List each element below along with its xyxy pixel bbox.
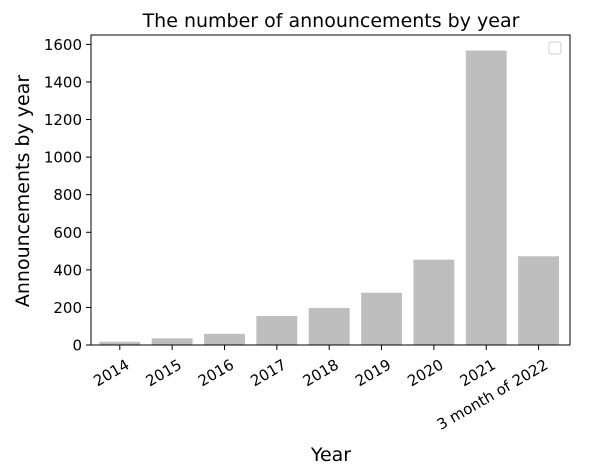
x-tick-label: 2019 [352, 356, 394, 391]
bar-2014 [98, 340, 142, 346]
bar-2021 [464, 49, 508, 346]
x-tick-label: 2017 [247, 356, 289, 391]
bars-group [98, 49, 561, 346]
y-tick-label: 1400 [44, 73, 82, 91]
y-ticks-group: 0 200 400 600 800 1000 1200 1400 1600 [44, 36, 91, 355]
x-tick-label: 2018 [300, 356, 342, 391]
axes-group [90, 34, 571, 346]
y-tick-label: 1600 [44, 36, 82, 54]
chart-title: The number of announcements by year [142, 10, 520, 32]
bar-2017 [255, 315, 299, 346]
y-tick-label: 600 [53, 224, 82, 242]
y-tick-label: 1200 [44, 111, 82, 129]
bar-2020 [412, 258, 456, 346]
legend-box [548, 41, 562, 55]
y-tick-label: 1000 [44, 149, 82, 167]
bar-2018 [307, 306, 351, 346]
x-axis-label: Year [310, 444, 351, 463]
y-tick-label: 400 [53, 261, 82, 279]
bar-2015 [150, 337, 194, 346]
x-tick-label: 2020 [404, 356, 446, 391]
y-tick-label: 200 [53, 299, 82, 317]
y-tick-label: 0 [72, 337, 82, 355]
bar-2016 [203, 332, 246, 346]
x-tick-label: 2015 [143, 356, 185, 391]
y-tick-label: 800 [53, 186, 82, 204]
bar-2019 [360, 291, 403, 346]
x-tick-label: 2014 [90, 356, 132, 391]
x-tick-label: 2016 [195, 356, 237, 391]
bar-3-month-of-2022 [517, 255, 561, 346]
plot-frame [90, 34, 571, 346]
y-axis-label: Announcements by year [12, 75, 34, 307]
